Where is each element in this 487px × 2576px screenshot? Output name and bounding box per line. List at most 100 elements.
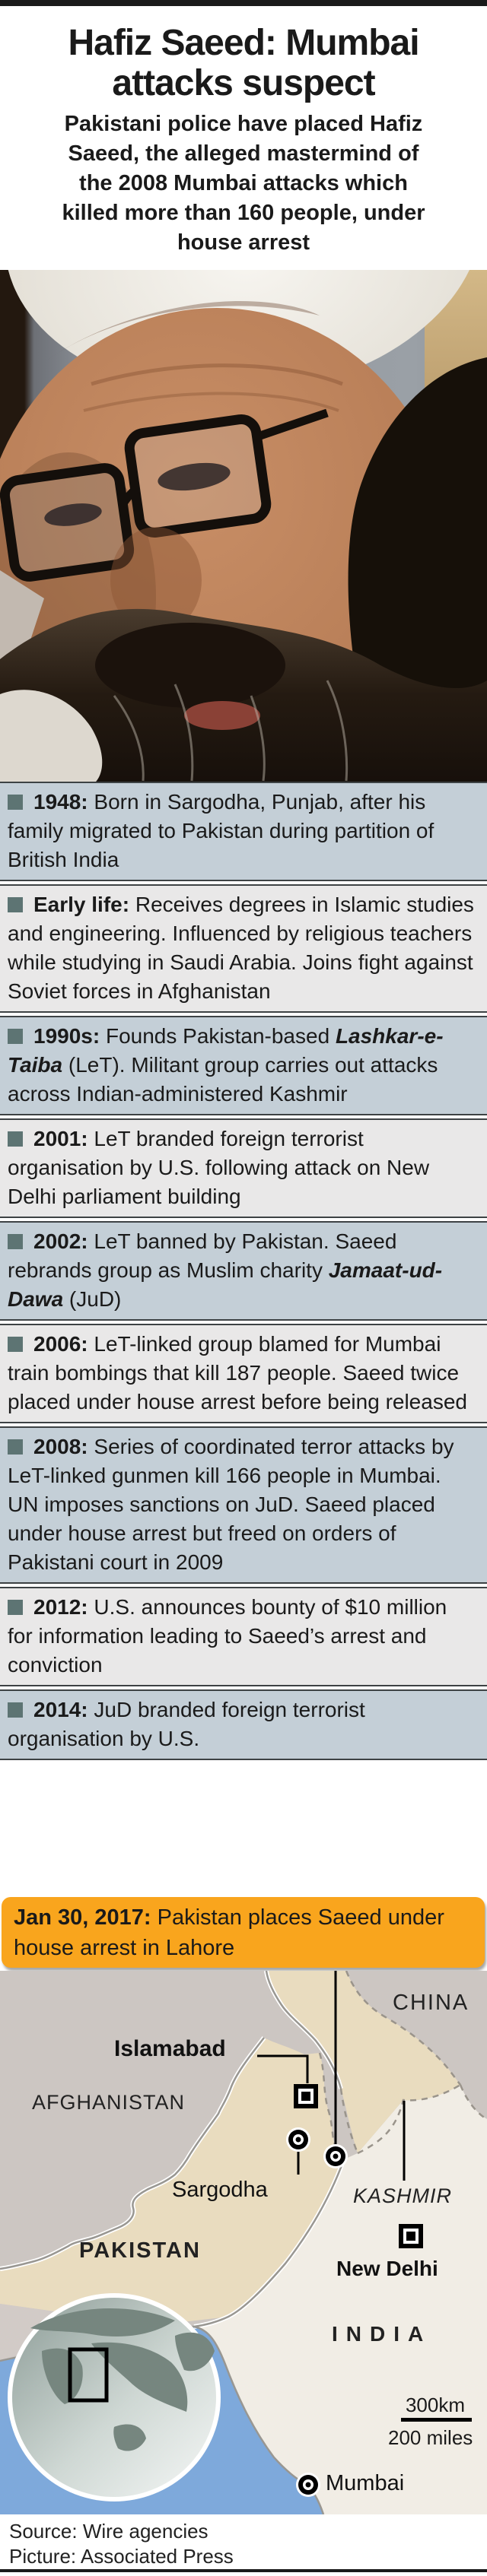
pakistan-landmass [0,2038,344,2322]
text-segment: LeT branded foreign terrorist organisati… [8,1127,430,1208]
bullet-square-icon [8,897,23,912]
timeline-entry-text: 2012: U.S. announces bounty of $10 milli… [8,1593,475,1680]
bullet-square-icon [8,1600,23,1615]
text-segment: Founds Pakistan-based [100,1024,336,1048]
left-eye [44,503,102,526]
bullet-square-icon [8,1029,23,1044]
text-segment: Receives degrees in Islamic studies and … [8,893,474,1003]
timeline-entry-text: 2001: LeT branded foreign terrorist orga… [8,1125,475,1211]
dashed-borders [318,1971,487,2155]
globe-inset [8,2293,221,2501]
highlight-text: Jan 30, 2017: Pakistan places Saeed unde… [14,1902,473,1963]
new-delhi-marker [399,2224,423,2248]
bullet-square-icon [8,795,23,810]
timeline-entry: 2012: U.S. announces bounty of $10 milli… [0,1587,487,1686]
text-segment: LeT-linked group blamed for Mumbai train… [8,1332,467,1413]
timeline-entry: 2006: LeT-linked group blamed for Mumbai… [0,1324,487,1423]
text-segment: 1948: [33,790,88,814]
timeline-entry-text: 1948: Born in Sargodha, Punjab, after hi… [8,788,475,874]
timeline: 1948: Born in Sargodha, Punjab, after hi… [0,782,487,1894]
text-segment: LeT banned by Pakistan. Saeed rebrands g… [8,1229,397,1282]
map-scale-miles: 200 miles [388,2426,473,2449]
timeline-entry-text: 2006: LeT-linked group blamed for Mumbai… [8,1330,475,1416]
map-scale-bar [401,2418,472,2422]
timeline-entry: 2008: Series of coordinated terror attac… [0,1426,487,1584]
map-scale-km: 300km [405,2394,465,2416]
pointer-lines [257,1971,406,2181]
sargodha-marker [286,2127,310,2152]
timeline-entry: Early life: Receives degrees in Islamic … [0,884,487,1013]
bullet-square-icon [8,1439,23,1455]
islamabad-marker [294,2084,318,2108]
timeline-entry: 2001: LeT branded foreign terrorist orga… [0,1118,487,1218]
text-segment: JuD branded foreign terrorist organisati… [8,1698,365,1750]
text-segment: 1990s: [33,1024,100,1048]
text-segment: (JuD) [63,1287,122,1311]
text-segment: U.S. announces bounty of $10 million for… [8,1595,447,1677]
text-segment: 2002: [33,1229,88,1253]
timeline-entry: 2014: JuD branded foreign terrorist orga… [0,1689,487,1760]
bullet-square-icon [8,1131,23,1147]
timeline-entry-text: 2008: Series of coordinated terror attac… [8,1432,475,1577]
bullet-square-icon [8,1234,23,1249]
lahore-marker [323,2144,348,2168]
kashmir-region [266,1971,460,2153]
text-segment: Pakistan places Saeed under house arrest… [14,1905,444,1960]
text-segment: Jamaat-ud-Dawa [8,1258,443,1311]
mumbai-marker [296,2473,320,2497]
timeline-entry-text: 2002: LeT banned by Pakistan. Saeed rebr… [8,1227,475,1314]
page-subtitle: Pakistani police have placed Hafiz Saeed… [62,112,425,255]
text-segment: Series of coordinated terror attacks by … [8,1435,454,1574]
timeline-entry-text: 2014: JuD branded foreign terrorist orga… [8,1696,475,1753]
map-label-islamabad: Islamabad [114,2036,226,2061]
map-label-new-delhi: New Delhi [336,2257,438,2280]
india-landmass [194,2085,487,2514]
source-credit: Source: Wire agencies [9,2520,208,2543]
map-label-sargodha: Sargodha [172,2178,268,2202]
bullet-square-icon [8,1337,23,1352]
timeline-entry-text: Early life: Receives degrees in Islamic … [8,890,475,1006]
timeline-entry: 1990s: Founds Pakistan-based Lashkar-e-T… [0,1016,487,1115]
highlight-box: Jan 30, 2017: Pakistan places Saeed unde… [2,1897,485,1968]
map-label-afghanistan: AFGHANISTAN [32,2091,186,2114]
timeline-entry-text: 1990s: Founds Pakistan-based Lashkar-e-T… [8,1022,475,1109]
lips [184,701,260,730]
masthead: Hafiz Saeed: Mumbai attacks suspect Paki… [0,6,487,270]
white-beard-patch [0,690,103,782]
page-title: Hafiz Saeed: Mumbai attacks suspect [68,23,419,103]
locator-map: CHINA Islamabad AFGHANISTAN Sargodha KAS… [0,1971,487,2514]
highlight-wrap: Jan 30, 2017: Pakistan places Saeed unde… [0,1894,487,1971]
nose [110,527,202,633]
city-markers [286,2084,423,2497]
timeline-entry: 2002: LeT banned by Pakistan. Saeed rebr… [0,1221,487,1321]
map-label-china: CHINA [393,1991,469,2015]
text-segment: Early life: [33,893,130,916]
portrait-photo [0,270,487,782]
glasses [0,408,329,582]
map-label-pakistan: PAKISTAN [79,2238,201,2263]
bottom-black-bar [0,2569,487,2572]
text-segment: 2008: [33,1435,88,1458]
map-label-kashmir: KASHMIR [353,2184,453,2207]
map-label-india: INDIA [332,2322,432,2346]
text-segment: 2012: [33,1595,88,1619]
top-black-bar [0,0,487,6]
text-segment: 2001: [33,1127,88,1150]
footer: Source: Wire agencies Picture: Associate… [0,2514,487,2576]
text-segment: Born in Sargodha, Punjab, after his fami… [8,790,434,871]
text-segment: Lashkar-e-Taiba [8,1024,444,1077]
text-segment: 2006: [33,1332,88,1356]
right-eye [158,462,231,491]
collar [0,570,44,661]
bullet-square-icon [8,1702,23,1718]
portrait-photo-art [0,270,487,782]
map-art [0,1971,487,2514]
picture-credit: Picture: Associated Press [9,2545,234,2568]
text-segment: 2014: [33,1698,88,1721]
text-segment: (LeT). Militant group carries out attack… [8,1053,438,1106]
timeline-entry: 1948: Born in Sargodha, Punjab, after hi… [0,782,487,881]
map-label-mumbai: Mumbai [326,2471,405,2495]
white-cap [4,270,483,395]
globe-highlight-rect [68,2347,109,2403]
